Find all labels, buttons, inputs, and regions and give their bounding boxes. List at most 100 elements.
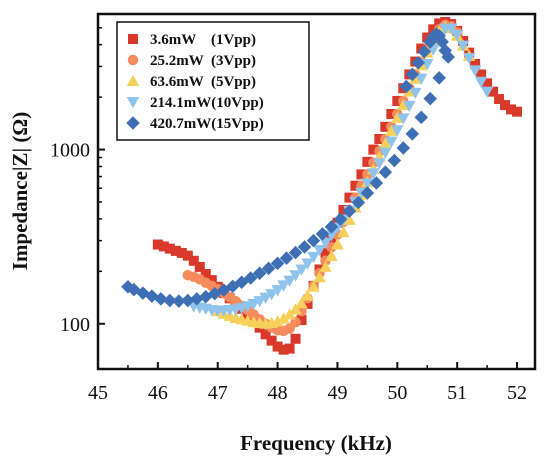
legend-label-2: 25.2mW (3Vpp) [150, 53, 256, 69]
series-4-point-20 [301, 258, 314, 270]
series-5-point-6 [163, 293, 177, 308]
series-1-point-24 [290, 333, 301, 344]
series-4-point-19 [295, 264, 308, 276]
series-1-point-33 [344, 192, 355, 203]
x-tick-label-4: 48 [268, 382, 288, 404]
series-4-point-12 [253, 296, 266, 308]
series-6-point-3 [411, 56, 426, 70]
series-1-point-23 [284, 343, 295, 354]
series-1-point-26 [302, 298, 313, 309]
series-1-point-36 [362, 156, 373, 167]
series-4-point-14 [265, 289, 278, 301]
series-5-point-29 [369, 176, 384, 190]
series-1-point-5 [176, 247, 187, 258]
y-axis-title: Impedance|Z| (Ω) [8, 112, 32, 270]
series-4-point-44 [444, 23, 458, 35]
series-3-point-30 [385, 124, 398, 136]
series-5-point-31 [387, 153, 402, 168]
series-1-point-47 [428, 24, 439, 35]
series-1-point-37 [368, 144, 379, 155]
legend-label-5: 420.7mW(15Vpp) [150, 116, 264, 132]
series-1-point-8 [194, 261, 205, 272]
series-5-point-28 [360, 186, 375, 200]
series-5-point-22 [306, 233, 321, 248]
legend-label-4: 214.1mW(10Vpp) [150, 95, 264, 111]
series-4-point-35 [391, 125, 404, 137]
x-tick-label-2: 46 [148, 382, 168, 404]
series-5-point-25 [333, 212, 348, 227]
series-4-point-38 [409, 87, 422, 99]
series-5-point-35 [423, 91, 437, 106]
series-1-point-9 [200, 269, 211, 280]
series-4-point-34 [385, 136, 398, 148]
series-1-point-38 [374, 133, 385, 144]
series-3-point-31 [391, 111, 404, 123]
series-3-point-23 [343, 213, 356, 225]
series-5-point-30 [378, 165, 393, 179]
legend-marker-1 [128, 34, 138, 44]
series-3-point-29 [379, 137, 392, 149]
series-3-point-12 [277, 312, 290, 324]
legend-marker-2 [127, 54, 139, 66]
series-4-point-33 [379, 147, 392, 159]
series-5-point-19 [279, 251, 294, 265]
series-1-point-19 [260, 329, 271, 340]
x-tick-label-8: 52 [507, 382, 527, 404]
x-tick-label-6: 50 [387, 382, 407, 404]
series-1-point-32 [338, 204, 349, 215]
series-5-point-24 [324, 220, 339, 234]
series-1-point-61 [512, 106, 523, 117]
series-3-point-11 [271, 315, 284, 327]
legend: 3.6mW (1Vpp) 25.2mW (3Vpp) 63.6mW (5Vpp) 21… [116, 21, 310, 141]
data-marks [121, 16, 523, 355]
series-1-point-29 [320, 247, 331, 258]
series-3-point-15 [295, 297, 308, 309]
series-4-point-32 [373, 158, 386, 170]
series-5-point-21 [297, 240, 312, 254]
series-1-point-20 [266, 335, 277, 346]
series-3-point-18 [313, 270, 326, 283]
series-3-point-19 [319, 260, 332, 272]
series-2-point-19 [290, 317, 301, 328]
series-1-point-7 [188, 255, 199, 266]
legend-marker-3 [126, 74, 140, 86]
series-1-point-25 [296, 315, 307, 326]
series-1-point-4 [170, 245, 181, 256]
series-3-point-32 [397, 98, 410, 111]
series-5-point-7 [172, 294, 186, 308]
series-4-point-21 [307, 251, 320, 264]
x-tick-label-3: 47 [208, 382, 228, 404]
legend-marker-4 [126, 97, 140, 109]
series-1-point-60 [506, 104, 517, 115]
series-5-point-8 [181, 293, 195, 308]
series-1-point-46 [422, 32, 433, 43]
y-tick-label-2: 1000 [50, 140, 90, 162]
series-1-point-10 [206, 275, 217, 286]
y-tick-label-1: 100 [60, 314, 90, 336]
series-4-point-18 [289, 270, 302, 282]
axis-ticks: 45 46 47 48 49 50 51 52 100 1000 [50, 27, 527, 404]
x-axis-title: Frequency (kHz) [240, 431, 392, 455]
series-4-point-31 [367, 168, 380, 180]
series-4-point-16 [277, 280, 290, 292]
series-4-point-22 [313, 245, 326, 257]
series-5-point-27 [351, 195, 366, 210]
x-tick-label-5: 49 [327, 382, 347, 404]
x-tick-label-7: 51 [447, 382, 467, 404]
series-1-point-55 [476, 69, 487, 80]
series-4-point-46 [456, 40, 470, 52]
series-4-point-13 [259, 292, 272, 305]
series-3-point-16 [301, 289, 314, 301]
legend-box [116, 21, 310, 141]
series-6-point-2 [405, 67, 420, 82]
x-tick-label-1: 45 [88, 382, 108, 404]
plot-frame [96, 12, 537, 371]
series-1-point-2 [158, 241, 169, 252]
series-1-point-56 [482, 78, 493, 89]
series-6-point-1 [399, 79, 414, 94]
series-4-point-45 [450, 29, 464, 42]
series-1-point-40 [386, 109, 397, 120]
series-6-point-4 [417, 44, 432, 59]
series-4-point-50 [480, 86, 494, 98]
